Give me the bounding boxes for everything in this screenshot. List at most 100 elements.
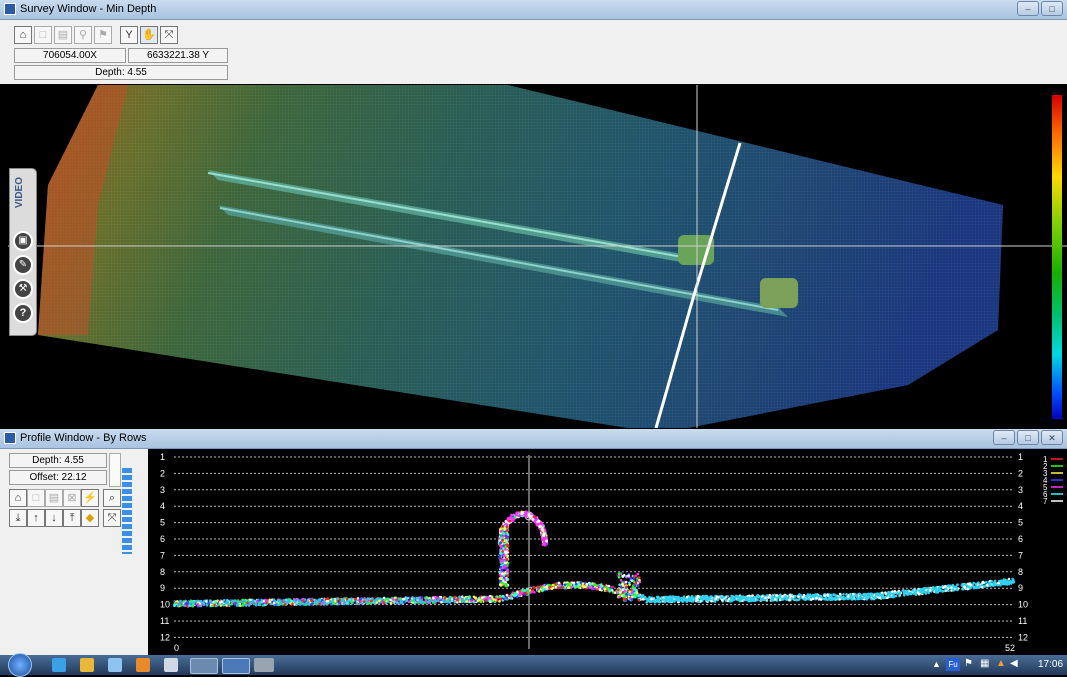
camera-icon[interactable]: ▣ <box>13 231 33 251</box>
y-tick-label: 5 <box>1018 518 1023 528</box>
y-tick-label: 2 <box>160 468 165 478</box>
y-tick-label: 11 <box>160 616 169 626</box>
survey-map-view[interactable] <box>8 85 1067 428</box>
start-button[interactable] <box>8 653 32 677</box>
y-tick-label: 7 <box>160 550 165 560</box>
move-down-icon[interactable]: ↓ <box>45 509 63 527</box>
lightning-icon[interactable]: ⚡ <box>81 489 99 507</box>
help-icon[interactable]: ? <box>13 303 33 323</box>
y-tick-label: 7 <box>1018 550 1023 560</box>
profile-level-meter <box>122 468 132 554</box>
y-tick-label: 2 <box>1018 468 1023 478</box>
profile-app-icon <box>4 432 16 444</box>
taskbar-app-2[interactable] <box>222 658 250 674</box>
y-tick-label: 8 <box>160 567 165 577</box>
profile-maximize-button[interactable]: □ <box>1017 430 1039 445</box>
y-tick-label: 12 <box>1018 632 1028 642</box>
y-tick-label: 4 <box>1018 501 1023 511</box>
wrench-icon[interactable]: ⚒ <box>13 279 33 299</box>
y-tick-label: 5 <box>160 518 165 528</box>
move-up-icon[interactable]: ↑ <box>27 509 45 527</box>
video-side-panel: VIDEO ▣ ✎ ⚒ ? <box>9 168 37 336</box>
grid-icon[interactable]: ⊠ <box>63 489 81 507</box>
y-tick-label: 9 <box>1018 583 1023 593</box>
profile-offset-field: Offset: 22.12 <box>9 470 107 485</box>
x-axis-end: 52 <box>1005 643 1015 653</box>
app-icon <box>4 3 16 15</box>
eraser-icon[interactable]: ◆ <box>81 509 99 527</box>
flag-tool-icon[interactable]: ⚑ <box>94 26 112 44</box>
y-tick-label: 11 <box>1018 616 1027 626</box>
pin-tool-icon[interactable]: ⚲ <box>74 26 92 44</box>
profile-line[interactable] <box>654 142 742 428</box>
box-select-icon[interactable]: □ <box>27 489 45 507</box>
flag-icon[interactable]: ⚑ <box>964 658 973 669</box>
point-cloud-texture <box>38 85 1003 428</box>
depth-color-scale <box>1052 95 1062 419</box>
language-indicator[interactable]: Fu <box>946 658 960 671</box>
x-axis-start: 0 <box>174 643 179 653</box>
x-axis-suffix: X <box>90 50 97 61</box>
volume-icon[interactable]: ◀ <box>1010 658 1018 669</box>
zoom-extents-icon[interactable]: ⤧ <box>160 26 178 44</box>
taskbar: ▲ Fu ⚑ ▦ ▲ ◀ 17:06 <box>0 653 1067 677</box>
x-coordinate-field: 706054.00X <box>14 48 126 63</box>
filter-icon[interactable]: ▤ <box>45 489 63 507</box>
y-tick-label: 12 <box>160 632 170 642</box>
profile-window-titlebar: Profile Window - By Rows – □ ✕ <box>0 429 1067 449</box>
y-coordinate-field: 6633221.38 Y <box>128 48 228 63</box>
ie-icon[interactable] <box>52 658 66 672</box>
taskbar-app-1[interactable] <box>190 658 218 674</box>
legend-label: 3 <box>1043 469 1048 478</box>
box-tool-icon[interactable]: □ <box>34 26 52 44</box>
edit-icon[interactable]: ✎ <box>13 255 33 275</box>
video-tab-label[interactable]: VIDEO <box>14 177 25 209</box>
explorer-icon[interactable] <box>80 658 94 672</box>
profile-close-button[interactable]: ✕ <box>1041 430 1063 445</box>
filter-tool-icon[interactable]: ▤ <box>54 26 72 44</box>
y-tick-label: 4 <box>160 501 165 511</box>
zoom-icon[interactable]: ⌕ <box>103 489 121 507</box>
minimize-button[interactable]: – <box>1017 1 1039 16</box>
y-coordinate-value: 6633221.38 <box>146 50 200 61</box>
profile-depth-field: Depth: 4.55 <box>9 453 107 468</box>
taskbar-app-3[interactable] <box>254 658 274 672</box>
pan-hand-icon[interactable]: ✋ <box>140 26 158 44</box>
legend-label: 4 <box>1043 476 1048 485</box>
survey-depth-field: Depth: 4.55 <box>14 65 228 80</box>
select-icon[interactable]: ⌂ <box>9 489 27 507</box>
y-tick-label: 10 <box>160 600 170 610</box>
structure-right <box>760 278 798 308</box>
clock[interactable]: 17:06 <box>1038 659 1064 670</box>
y-tick-label: 1 <box>1018 452 1023 462</box>
y-tick-label: 3 <box>160 485 165 495</box>
y-tick-label: 6 <box>160 534 165 544</box>
y-tick-label: 8 <box>1018 567 1023 577</box>
pipeline-upper-highlight <box>207 172 689 259</box>
move-top-icon[interactable]: ⤒ <box>63 509 81 527</box>
pipeline-lower-highlight <box>219 207 779 311</box>
maximize-button[interactable]: □ <box>1041 1 1063 16</box>
network-icon[interactable]: ▦ <box>980 658 990 669</box>
fit-icon[interactable]: ⤧ <box>103 509 121 527</box>
profile-toolbar: Depth: 4.55 Offset: 22.12 ⌂ □ ▤ ⊠ ⚡ ⌕ ⤓ … <box>0 449 148 655</box>
media-icon[interactable] <box>136 658 150 672</box>
legend-label: 5 <box>1043 483 1048 492</box>
y-tick-label: 9 <box>160 583 165 593</box>
profile-minimize-button[interactable]: – <box>993 430 1015 445</box>
legend-label: 1 <box>1043 455 1048 464</box>
folder-icon[interactable] <box>108 658 122 672</box>
power-icon[interactable]: ▲ <box>996 658 1006 669</box>
survey-window-titlebar: Survey Window - Min Depth – □ <box>0 0 1067 20</box>
probe-tool-icon[interactable]: Y <box>120 26 138 44</box>
select-tool-icon[interactable]: ⌂ <box>14 26 32 44</box>
move-bottom-icon[interactable]: ⤓ <box>9 509 27 527</box>
swath-edge-shallow <box>38 85 128 335</box>
document-icon[interactable] <box>164 658 178 672</box>
survey-window-title: Survey Window - Min Depth <box>20 3 157 15</box>
legend-label: 6 <box>1043 490 1048 499</box>
y-axis-suffix: Y <box>202 50 210 61</box>
profile-scroll-box[interactable] <box>109 453 121 487</box>
tray-expand-icon[interactable]: ▲ <box>932 659 941 669</box>
